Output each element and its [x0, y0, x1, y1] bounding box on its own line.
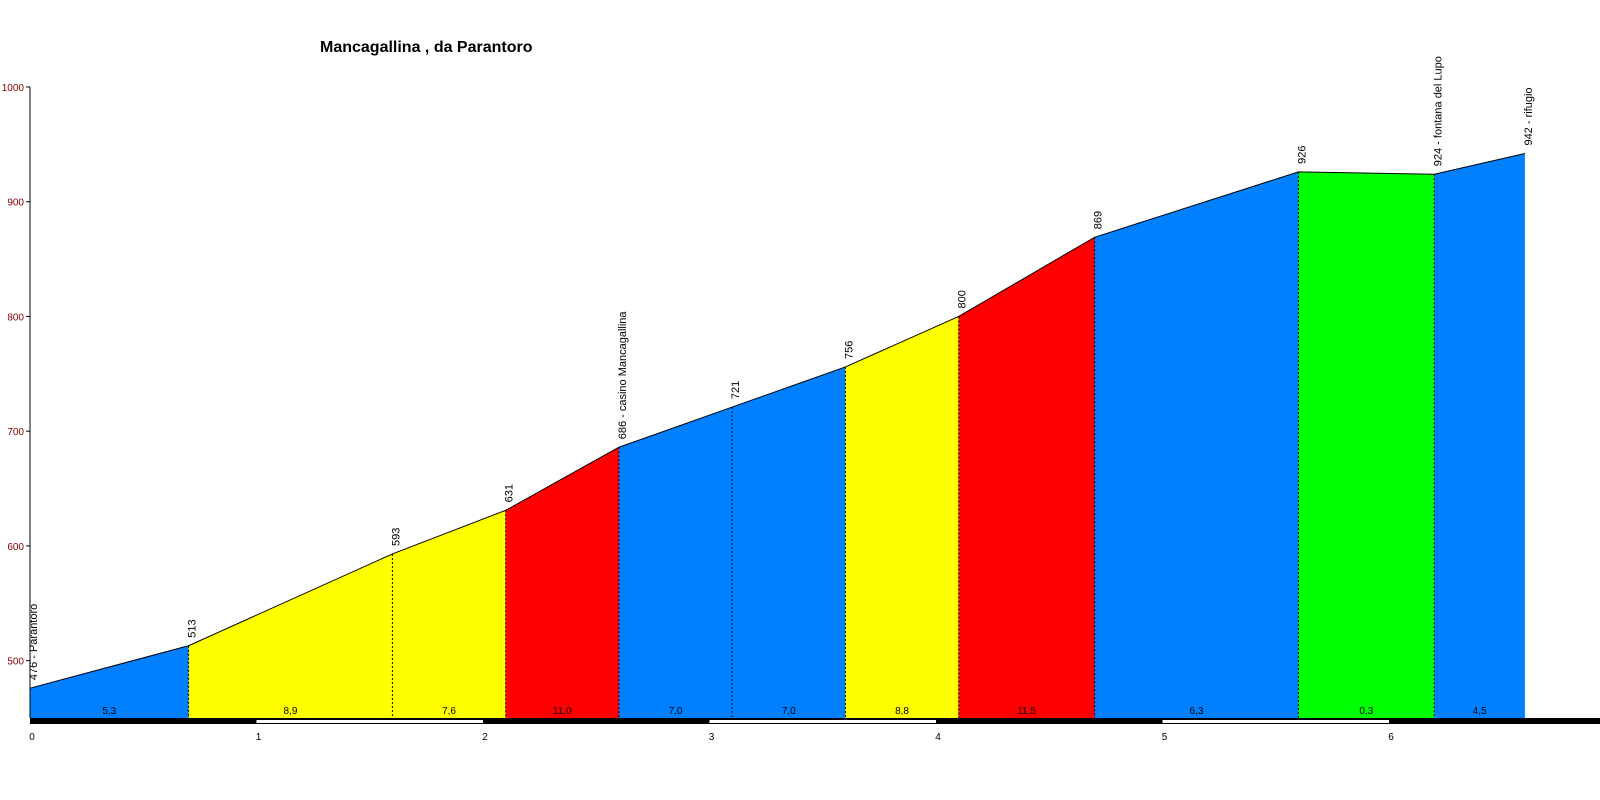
gradient-label-1: 8,9 [284, 706, 298, 717]
gradient-label-0: 5,3 [102, 706, 116, 717]
gradient-label-6: 8,8 [895, 706, 909, 717]
point-label-5: 721 [730, 381, 742, 399]
point-label-3: 631 [504, 484, 516, 502]
gradient-label-4: 7,0 [669, 706, 683, 717]
point-label-9: 926 [1296, 146, 1308, 164]
segment-area-2 [392, 510, 506, 718]
y-tick-label-900: 900 [7, 198, 24, 209]
x-tick-label-2: 2 [482, 732, 488, 743]
y-tick-label-700: 700 [7, 427, 24, 438]
elevation-line [29, 153, 1526, 689]
x-tick-label-6: 6 [1388, 732, 1394, 743]
axes: 500 600 700 800 900 1000 0 1 2 3 4 5 6 [2, 83, 1600, 743]
segment-areas [30, 153, 1525, 719]
gradient-label-3: 11,0 [553, 706, 572, 717]
gradient-label-2: 7,6 [442, 706, 456, 717]
segment-area-4 [618, 407, 733, 718]
segment-area-3 [505, 447, 619, 718]
x-tick-label-5: 5 [1162, 732, 1168, 743]
gradient-label-5: 7,0 [782, 706, 796, 717]
gradient-label-7: 11,5 [1017, 706, 1036, 717]
y-tick-label-1000: 1000 [2, 83, 25, 94]
chart-title: Mancagallina , da Parantoro [320, 39, 533, 56]
segment-area-9 [1298, 171, 1435, 718]
point-label-4: 686 - casino Mancagallina [617, 311, 629, 440]
point-label-2: 593 [390, 528, 402, 546]
point-label-8: 869 [1093, 211, 1105, 229]
segment-area-7 [958, 237, 1095, 718]
point-label-1: 513 [187, 619, 199, 637]
x-tick-label-3: 3 [709, 732, 715, 743]
x-tick-label-4: 4 [935, 732, 941, 743]
segment-area-6 [845, 316, 959, 718]
y-tick-label-800: 800 [7, 312, 24, 323]
gradient-label-10: 4,5 [1473, 706, 1487, 717]
point-labels: 476 - Parantoro 513 593 631 686 - casino Man… [28, 56, 1535, 680]
x-axis-km-bar-1 [256, 720, 483, 723]
y-tick-label-600: 600 [7, 542, 24, 553]
segment-area-1 [188, 553, 393, 718]
segment-area-10 [1434, 153, 1525, 719]
segment-area-8 [1094, 171, 1299, 718]
x-axis-km-bar-3 [709, 720, 936, 723]
point-label-0: 476 - Parantoro [28, 604, 40, 680]
point-label-11: 942 - rifugio [1523, 87, 1535, 145]
profile-line [29, 153, 1526, 689]
point-label-7: 800 [957, 290, 969, 308]
x-tick-label-1: 1 [256, 732, 262, 743]
point-label-6: 756 [843, 341, 855, 359]
gradient-label-9: 0,3 [1359, 706, 1373, 717]
gradient-labels: 5,3 8,9 7,6 11,0 7,0 7,0 8,8 11,5 6,3 0,3 4,5 [102, 706, 1487, 717]
x-axis-km-bar-5 [1162, 720, 1389, 723]
segment-area-0 [30, 645, 189, 718]
segment-area-5 [732, 366, 846, 718]
x-tick-label-0: 0 [29, 732, 35, 743]
point-label-10: 924 - fontana del Lupo [1432, 56, 1444, 166]
gradient-label-8: 6,3 [1190, 706, 1204, 717]
segment-dividers [188, 171, 1435, 718]
y-tick-label-500: 500 [7, 657, 24, 668]
